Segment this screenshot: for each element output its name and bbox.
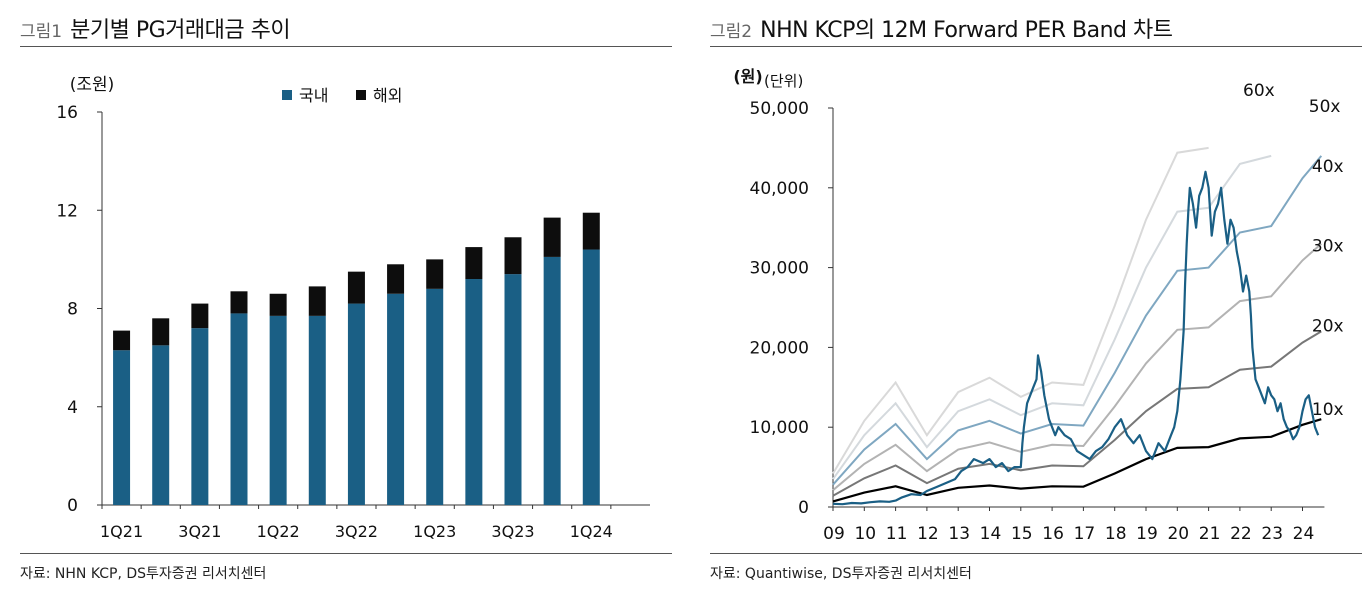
band-label-30x: 30x — [1312, 237, 1344, 257]
bar-domestic — [191, 328, 209, 505]
x-tick-label: 19 — [1136, 524, 1158, 540]
band-label-60x: 60x — [1243, 81, 1275, 101]
legend-label-overseas: 해외 — [373, 86, 402, 105]
bar-domestic — [152, 345, 170, 505]
x-tick-label: 3Q23 — [491, 522, 534, 540]
x-tick-label: 3Q22 — [335, 522, 378, 540]
bar-domestic — [113, 350, 131, 505]
y-tick-label: 4 — [67, 398, 78, 418]
bar-overseas — [269, 293, 287, 316]
x-tick-label: 10 — [854, 524, 876, 540]
x-tick-label: 24 — [1293, 524, 1315, 540]
x-tick-label: 23 — [1261, 524, 1283, 540]
per-band-60x — [832, 146, 1209, 475]
bar-domestic — [543, 256, 561, 505]
per-band-20x — [832, 330, 1322, 497]
bar-overseas — [152, 318, 170, 346]
x-tick-label: 11 — [886, 524, 908, 540]
x-tick-label: 1Q24 — [570, 522, 613, 540]
y-tick-label: 0 — [67, 496, 78, 516]
legend-label-domestic: 국내 — [299, 86, 328, 105]
y-unit-label: (원) — [733, 67, 762, 86]
left-figure: 그림1 분기별 PG거래대금 추이 (조원) 국내 해외 0 4 8 12 16 1Q21 3… — [0, 0, 672, 592]
figure2-top-rule — [710, 46, 1362, 47]
bar-overseas — [465, 247, 483, 280]
right-figure: 그림2 NHN KCP의 12M Forward PER Band 차트 (원) … — [704, 0, 1368, 592]
bar-chart: (조원) 국내 해외 0 4 8 12 16 1Q21 3Q21 1Q22 3Q22 1Q23 3Q… — [56, 75, 650, 540]
stock-price-line — [832, 170, 1320, 506]
bar-overseas — [543, 217, 561, 257]
x-tick-label: 3Q21 — [178, 522, 221, 540]
y-tick-label: 50,000 — [750, 99, 809, 119]
y-unit-label: (조원) — [70, 75, 115, 95]
bar-domestic — [387, 293, 405, 505]
legend-swatch-domestic — [282, 90, 292, 100]
figure1-title-text: 분기별 PG거래대금 추이 — [70, 18, 291, 43]
x-tick-label: 17 — [1074, 524, 1096, 540]
x-tick-label: 12 — [917, 524, 939, 540]
per-band-40x — [832, 155, 1323, 486]
y-tick-label: 8 — [67, 300, 78, 320]
legend: 국내 해외 — [282, 86, 402, 105]
y-tick-label: 30,000 — [750, 259, 809, 279]
bar-overseas — [504, 237, 522, 275]
bar-overseas — [308, 286, 326, 316]
bar-overseas — [113, 330, 131, 351]
bar-domestic — [582, 249, 600, 505]
y-tick-label: 16 — [56, 103, 78, 123]
figure2-source: 자료: Quantiwise, DS투자증권 리서치센터 — [710, 566, 972, 582]
bar-overseas — [347, 271, 365, 304]
x-tick-label: 21 — [1199, 524, 1221, 540]
figure1-top-rule — [20, 46, 672, 47]
y-tick-label: 10,000 — [750, 418, 809, 438]
band-label-50x: 50x — [1309, 97, 1341, 117]
figure2-bottom-rule — [710, 553, 1362, 554]
bar-domestic — [269, 315, 287, 505]
bar-domestic — [230, 313, 248, 505]
x-tick-label: 18 — [1105, 524, 1127, 540]
y-tick-label: 40,000 — [750, 179, 809, 199]
x-tick-label: 13 — [948, 524, 970, 540]
x-tick-label: 1Q22 — [257, 522, 300, 540]
figure1-source: 자료: NHN KCP, DS투자증권 리서치센터 — [20, 566, 267, 582]
figure2-title-text: NHN KCP의 12M Forward PER Band 차트 — [760, 18, 1173, 43]
x-tick-label: 20 — [1167, 524, 1189, 540]
x-tick-label: 14 — [980, 524, 1002, 540]
bar-overseas — [191, 303, 209, 329]
x-tick-label: 16 — [1042, 524, 1064, 540]
y-tick-label: 0 — [798, 498, 809, 518]
per-band-chart: (원) (단위) 0 10,000 20,000 30,000 40,000 50,000… — [733, 67, 1344, 540]
band-label-40x: 40x — [1312, 157, 1344, 177]
per-band-50x — [832, 154, 1272, 480]
x-tick-label: 1Q23 — [413, 522, 456, 540]
bar-domestic — [504, 274, 522, 505]
y-unit-overlay: (단위) — [764, 72, 803, 90]
band-label-20x: 20x — [1312, 316, 1344, 336]
figure1-title: 그림1 분기별 PG거래대금 추이 — [20, 12, 291, 44]
band-label-10x: 10x — [1312, 400, 1344, 420]
figure1-label: 그림1 — [20, 22, 63, 42]
bar-domestic — [308, 315, 326, 505]
x-tick-label: 09 — [823, 524, 845, 540]
bar-domestic — [426, 288, 444, 505]
x-tick-label: 1Q21 — [100, 522, 143, 540]
legend-swatch-overseas — [356, 90, 366, 100]
per-band-10x — [832, 418, 1322, 503]
x-tick-label: 22 — [1230, 524, 1252, 540]
y-tick-label: 20,000 — [750, 338, 809, 358]
bar-overseas — [230, 291, 248, 314]
bar-overseas — [387, 264, 405, 294]
bar-overseas — [426, 259, 444, 289]
bar-overseas — [582, 212, 600, 250]
y-tick-label: 12 — [56, 201, 78, 221]
x-tick-label: 15 — [1011, 524, 1033, 540]
figure1-bottom-rule — [20, 553, 672, 554]
figure2-title: 그림2 NHN KCP의 12M Forward PER Band 차트 — [710, 12, 1173, 44]
figure2-label: 그림2 — [710, 22, 753, 42]
bar-domestic — [465, 279, 483, 505]
bar-domestic — [347, 303, 365, 505]
